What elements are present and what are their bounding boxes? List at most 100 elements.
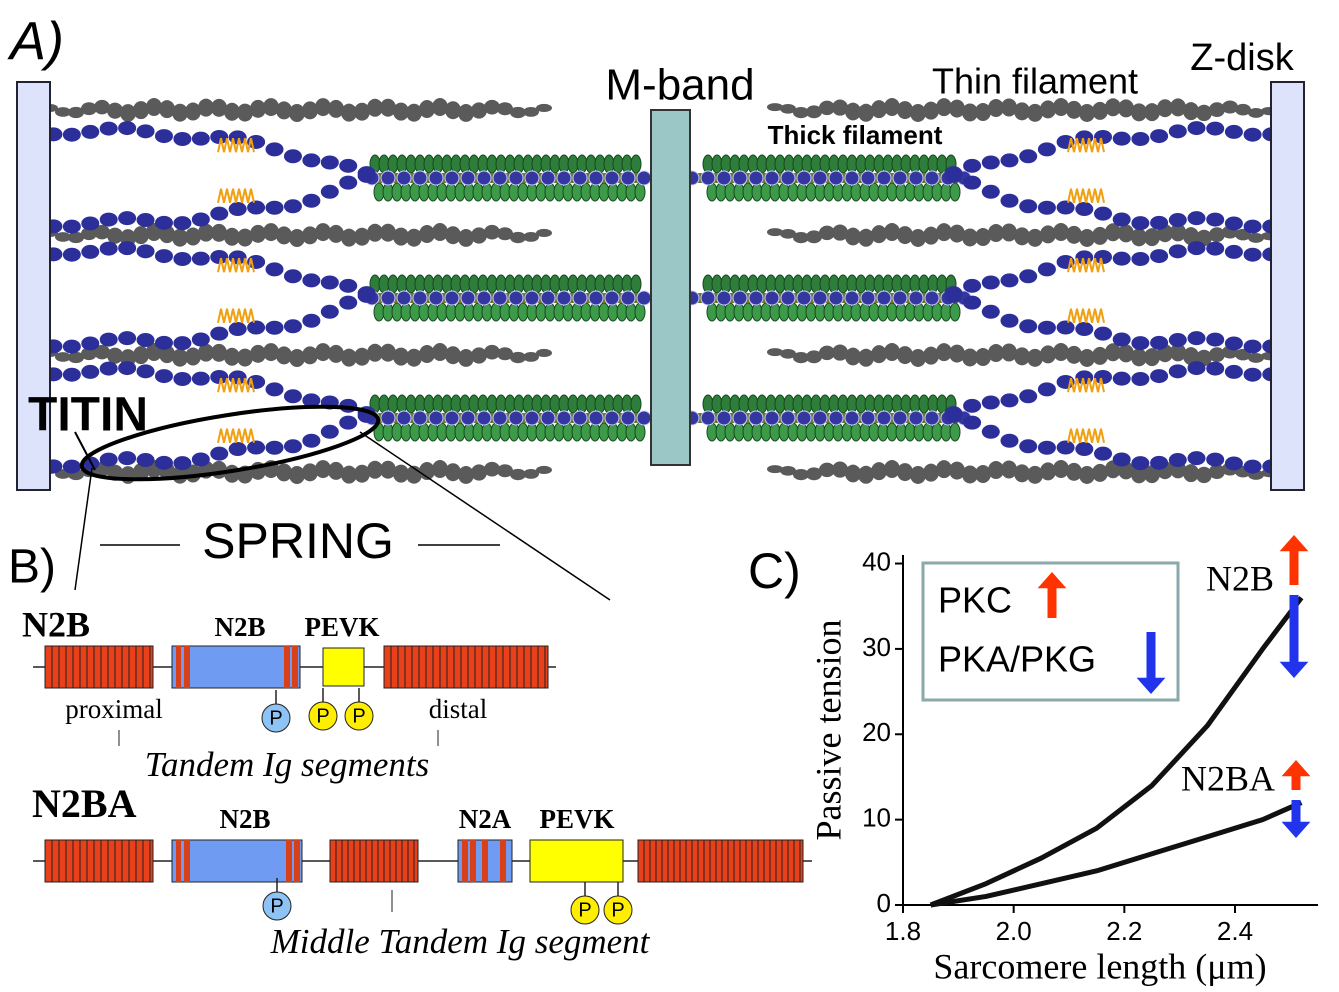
titin-bead	[493, 411, 507, 425]
titin-bead	[963, 296, 981, 310]
titin-bead	[266, 321, 284, 335]
m-band	[651, 110, 690, 465]
actin-bead	[1248, 353, 1264, 363]
isoform-label: N2BA	[32, 781, 137, 826]
titin-bead	[173, 216, 191, 230]
ig-segment	[330, 840, 418, 882]
unique-domain	[462, 840, 468, 882]
titin-bead	[81, 125, 99, 139]
unique-domain	[176, 840, 181, 882]
titin-bead	[1113, 213, 1131, 227]
titin-bead	[81, 365, 99, 379]
titin-bead	[1057, 321, 1075, 335]
titin-bead	[701, 291, 715, 305]
titin-bead	[137, 364, 155, 378]
unique-domain	[184, 840, 190, 882]
titin-bead	[1206, 333, 1224, 347]
titin-bead	[1225, 125, 1243, 139]
titin-bead	[429, 171, 443, 185]
titin-bead	[397, 411, 411, 425]
titin-bead	[339, 296, 357, 310]
titin-bead	[381, 411, 395, 425]
titin-bead	[1075, 202, 1093, 216]
titin-bead	[1131, 216, 1149, 230]
titin-bead	[63, 340, 81, 354]
myosin-head	[950, 303, 960, 321]
titin-bead	[284, 439, 302, 453]
titin-bead	[1206, 242, 1224, 256]
myosin-head	[950, 423, 960, 441]
y-axis-label: Passive tension	[808, 620, 848, 841]
titin-bead	[797, 171, 811, 185]
myosin-head	[631, 395, 641, 413]
thin-filament-label: Thin filament	[932, 61, 1138, 102]
titin-bead	[1244, 340, 1262, 354]
titin-bead	[909, 411, 923, 425]
titin-bead	[381, 171, 395, 185]
titin-bead	[63, 128, 81, 142]
titin-bead	[893, 291, 907, 305]
titin-bead	[845, 171, 859, 185]
titin-bead	[284, 269, 302, 283]
curve-label: N2BA	[1181, 758, 1275, 798]
unique-domain	[482, 840, 488, 882]
titin-bead	[137, 453, 155, 467]
unique-domain	[176, 646, 181, 688]
titin-bead	[339, 176, 357, 190]
titin-bead	[1038, 441, 1056, 455]
titin-bead	[100, 242, 118, 256]
x-tick-label: 2.0	[996, 916, 1032, 946]
titin-bead	[909, 171, 923, 185]
titin-bead	[229, 322, 247, 336]
titin-bead	[621, 291, 635, 305]
titin-bead	[192, 252, 210, 266]
titin-bead	[589, 291, 603, 305]
actin-bead	[1209, 347, 1225, 362]
titin-bead	[1131, 336, 1149, 350]
phospho-label: P	[611, 899, 624, 921]
titin-bead	[173, 456, 191, 470]
titin-bead	[1169, 244, 1187, 258]
titin-bead	[266, 142, 284, 156]
titin-bead	[1225, 245, 1243, 259]
titin-bead	[1038, 142, 1056, 156]
titin-bead	[1057, 441, 1075, 455]
titin-bead	[477, 171, 491, 185]
titin-bead	[982, 425, 1000, 439]
titin-bead	[1225, 336, 1243, 350]
titin-bead	[445, 171, 459, 185]
titin-bead	[63, 248, 81, 262]
titin-bead	[605, 291, 619, 305]
titin-bead	[210, 207, 228, 221]
titin-bead	[118, 361, 136, 375]
titin-bead	[100, 333, 118, 347]
caption: Tandem Ig segments	[145, 745, 430, 784]
titin-bead	[557, 291, 571, 305]
titin-bead	[1001, 393, 1019, 407]
titin-bead	[525, 291, 539, 305]
titin-bead	[1225, 365, 1243, 379]
titin-bead	[461, 171, 475, 185]
titin-bead	[1019, 269, 1037, 283]
titin-bead	[210, 327, 228, 341]
actin-bead	[1248, 108, 1264, 118]
titin-bead	[1225, 216, 1243, 230]
unique-domain	[184, 646, 190, 688]
titin-bead	[621, 171, 635, 185]
titin-bead	[81, 245, 99, 259]
titin-bead	[192, 213, 210, 227]
titin-bead	[100, 122, 118, 136]
titin-bead	[963, 159, 981, 173]
titin-bead	[118, 121, 136, 135]
titin-bead	[284, 199, 302, 213]
titin-bead	[637, 291, 651, 305]
titin-bead	[541, 171, 555, 185]
titin-bead	[925, 411, 939, 425]
titin-bead	[63, 220, 81, 234]
titin-bead	[1188, 211, 1206, 225]
titin-bead	[1188, 241, 1206, 255]
titin-bead	[192, 453, 210, 467]
n2b-segment	[172, 840, 302, 882]
titin-bead	[1001, 314, 1019, 328]
titin-bead	[63, 368, 81, 382]
